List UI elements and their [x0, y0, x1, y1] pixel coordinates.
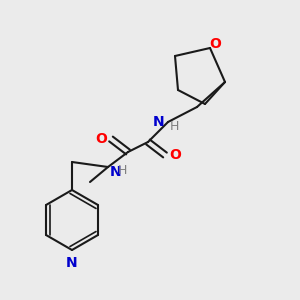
Text: O: O	[169, 148, 181, 162]
Text: N: N	[66, 256, 78, 270]
Text: H: H	[170, 121, 179, 134]
Text: N: N	[152, 115, 164, 129]
Text: N: N	[110, 165, 122, 179]
Text: O: O	[209, 37, 221, 51]
Text: O: O	[95, 132, 107, 146]
Text: H: H	[118, 164, 128, 178]
